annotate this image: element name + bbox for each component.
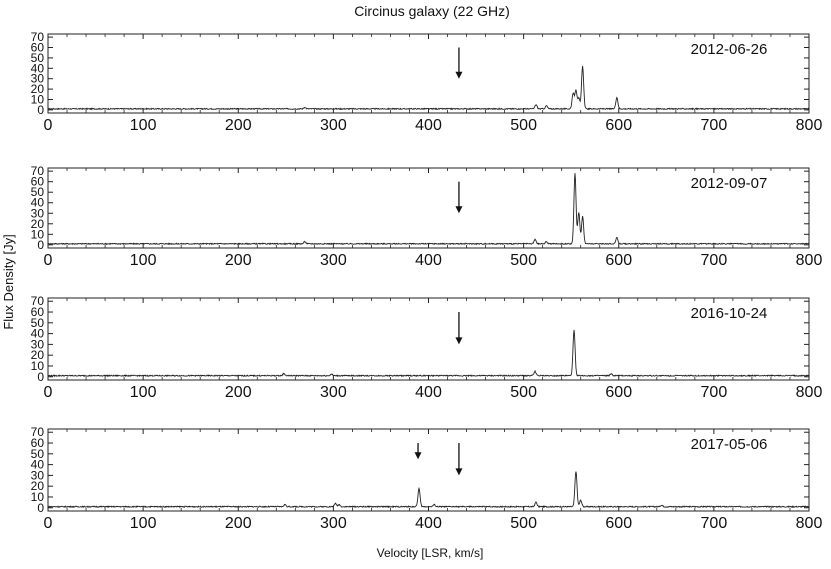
x-tick-label: 300 [320, 117, 347, 134]
x-tick-label: 600 [605, 384, 632, 401]
x-tick-label: 500 [510, 384, 537, 401]
y-tick-label: 70 [31, 425, 45, 439]
y-tick-label: 70 [31, 30, 45, 44]
x-tick-label: 100 [130, 117, 157, 134]
x-tick-label: 0 [44, 515, 53, 532]
y-tick-label: 40 [31, 327, 45, 341]
chart-title: Circinus galaxy (22 GHz) [354, 3, 510, 19]
x-axis-label: Velocity [LSR, km/s] [377, 546, 484, 560]
y-tick-label: 20 [31, 479, 45, 493]
y-tick-label: 40 [31, 196, 45, 210]
y-tick-label: 20 [31, 82, 45, 96]
y-tick-label: 50 [31, 185, 45, 199]
spectrum-line [47, 65, 810, 111]
y-tick-label: 70 [31, 164, 45, 178]
y-tick-label: 10 [31, 92, 45, 106]
x-tick-label: 0 [44, 252, 53, 269]
y-tick-label: 10 [31, 490, 45, 504]
y-tick-label: 50 [31, 51, 45, 65]
x-tick-label: 400 [415, 515, 442, 532]
spectrum-line [47, 173, 810, 246]
y-axis-label: Flux Density [Jy] [1, 234, 16, 329]
y-tick-label: 0 [37, 238, 44, 252]
y-tick-label: 0 [37, 501, 44, 515]
y-tick-label: 20 [31, 217, 45, 231]
x-tick-label: 200 [225, 252, 252, 269]
y-tick-label: 60 [31, 436, 45, 450]
y-tick-label: 60 [31, 305, 45, 319]
arrow-head [455, 468, 463, 476]
x-tick-label: 400 [415, 384, 442, 401]
x-tick-label: 500 [510, 252, 537, 269]
arrow-head [455, 206, 463, 214]
y-tick-label: 30 [31, 72, 45, 86]
y-tick-label: 30 [31, 468, 45, 482]
x-tick-label: 700 [701, 515, 728, 532]
x-tick-label: 0 [44, 117, 53, 134]
x-tick-label: 800 [796, 515, 823, 532]
x-tick-label: 100 [130, 515, 157, 532]
y-tick-label: 10 [31, 227, 45, 241]
x-tick-label: 200 [225, 515, 252, 532]
x-tick-label: 300 [320, 515, 347, 532]
epoch-label: 2012-06-26 [691, 41, 768, 58]
x-tick-label: 700 [701, 252, 728, 269]
x-tick-label: 300 [320, 384, 347, 401]
y-tick-label: 30 [31, 337, 45, 351]
y-tick-label: 40 [31, 458, 45, 472]
x-tick-label: 400 [415, 252, 442, 269]
y-tick-label: 20 [31, 348, 45, 362]
x-tick-label: 0 [44, 384, 53, 401]
y-tick-label: 60 [31, 41, 45, 55]
arrow-head [455, 337, 463, 345]
spectrum-line [47, 471, 810, 509]
spectrum-line [47, 329, 810, 378]
y-tick-label: 10 [31, 359, 45, 373]
x-tick-label: 800 [796, 117, 823, 134]
y-tick-label: 0 [37, 103, 44, 117]
x-tick-label: 600 [605, 515, 632, 532]
arrow-head [455, 71, 463, 79]
x-tick-label: 600 [605, 252, 632, 269]
y-tick-label: 30 [31, 206, 45, 220]
x-tick-label: 100 [130, 384, 157, 401]
y-tick-label: 70 [31, 294, 45, 308]
x-tick-label: 400 [415, 117, 442, 134]
x-tick-label: 600 [605, 117, 632, 134]
x-tick-label: 700 [701, 384, 728, 401]
x-tick-label: 100 [130, 252, 157, 269]
x-tick-label: 500 [510, 117, 537, 134]
x-tick-label: 500 [510, 515, 537, 532]
y-tick-label: 50 [31, 447, 45, 461]
y-tick-label: 50 [31, 316, 45, 330]
x-tick-label: 200 [225, 117, 252, 134]
arrow-head [414, 452, 422, 460]
epoch-label: 2012-09-07 [691, 175, 768, 192]
y-tick-label: 60 [31, 175, 45, 189]
x-tick-label: 200 [225, 384, 252, 401]
x-tick-label: 800 [796, 252, 823, 269]
x-tick-label: 800 [796, 384, 823, 401]
epoch-label: 2016-10-24 [691, 305, 768, 322]
x-tick-label: 700 [701, 117, 728, 134]
x-tick-label: 300 [320, 252, 347, 269]
y-tick-label: 40 [31, 61, 45, 75]
epoch-label: 2017-05-06 [691, 436, 768, 453]
y-tick-label: 0 [37, 370, 44, 384]
